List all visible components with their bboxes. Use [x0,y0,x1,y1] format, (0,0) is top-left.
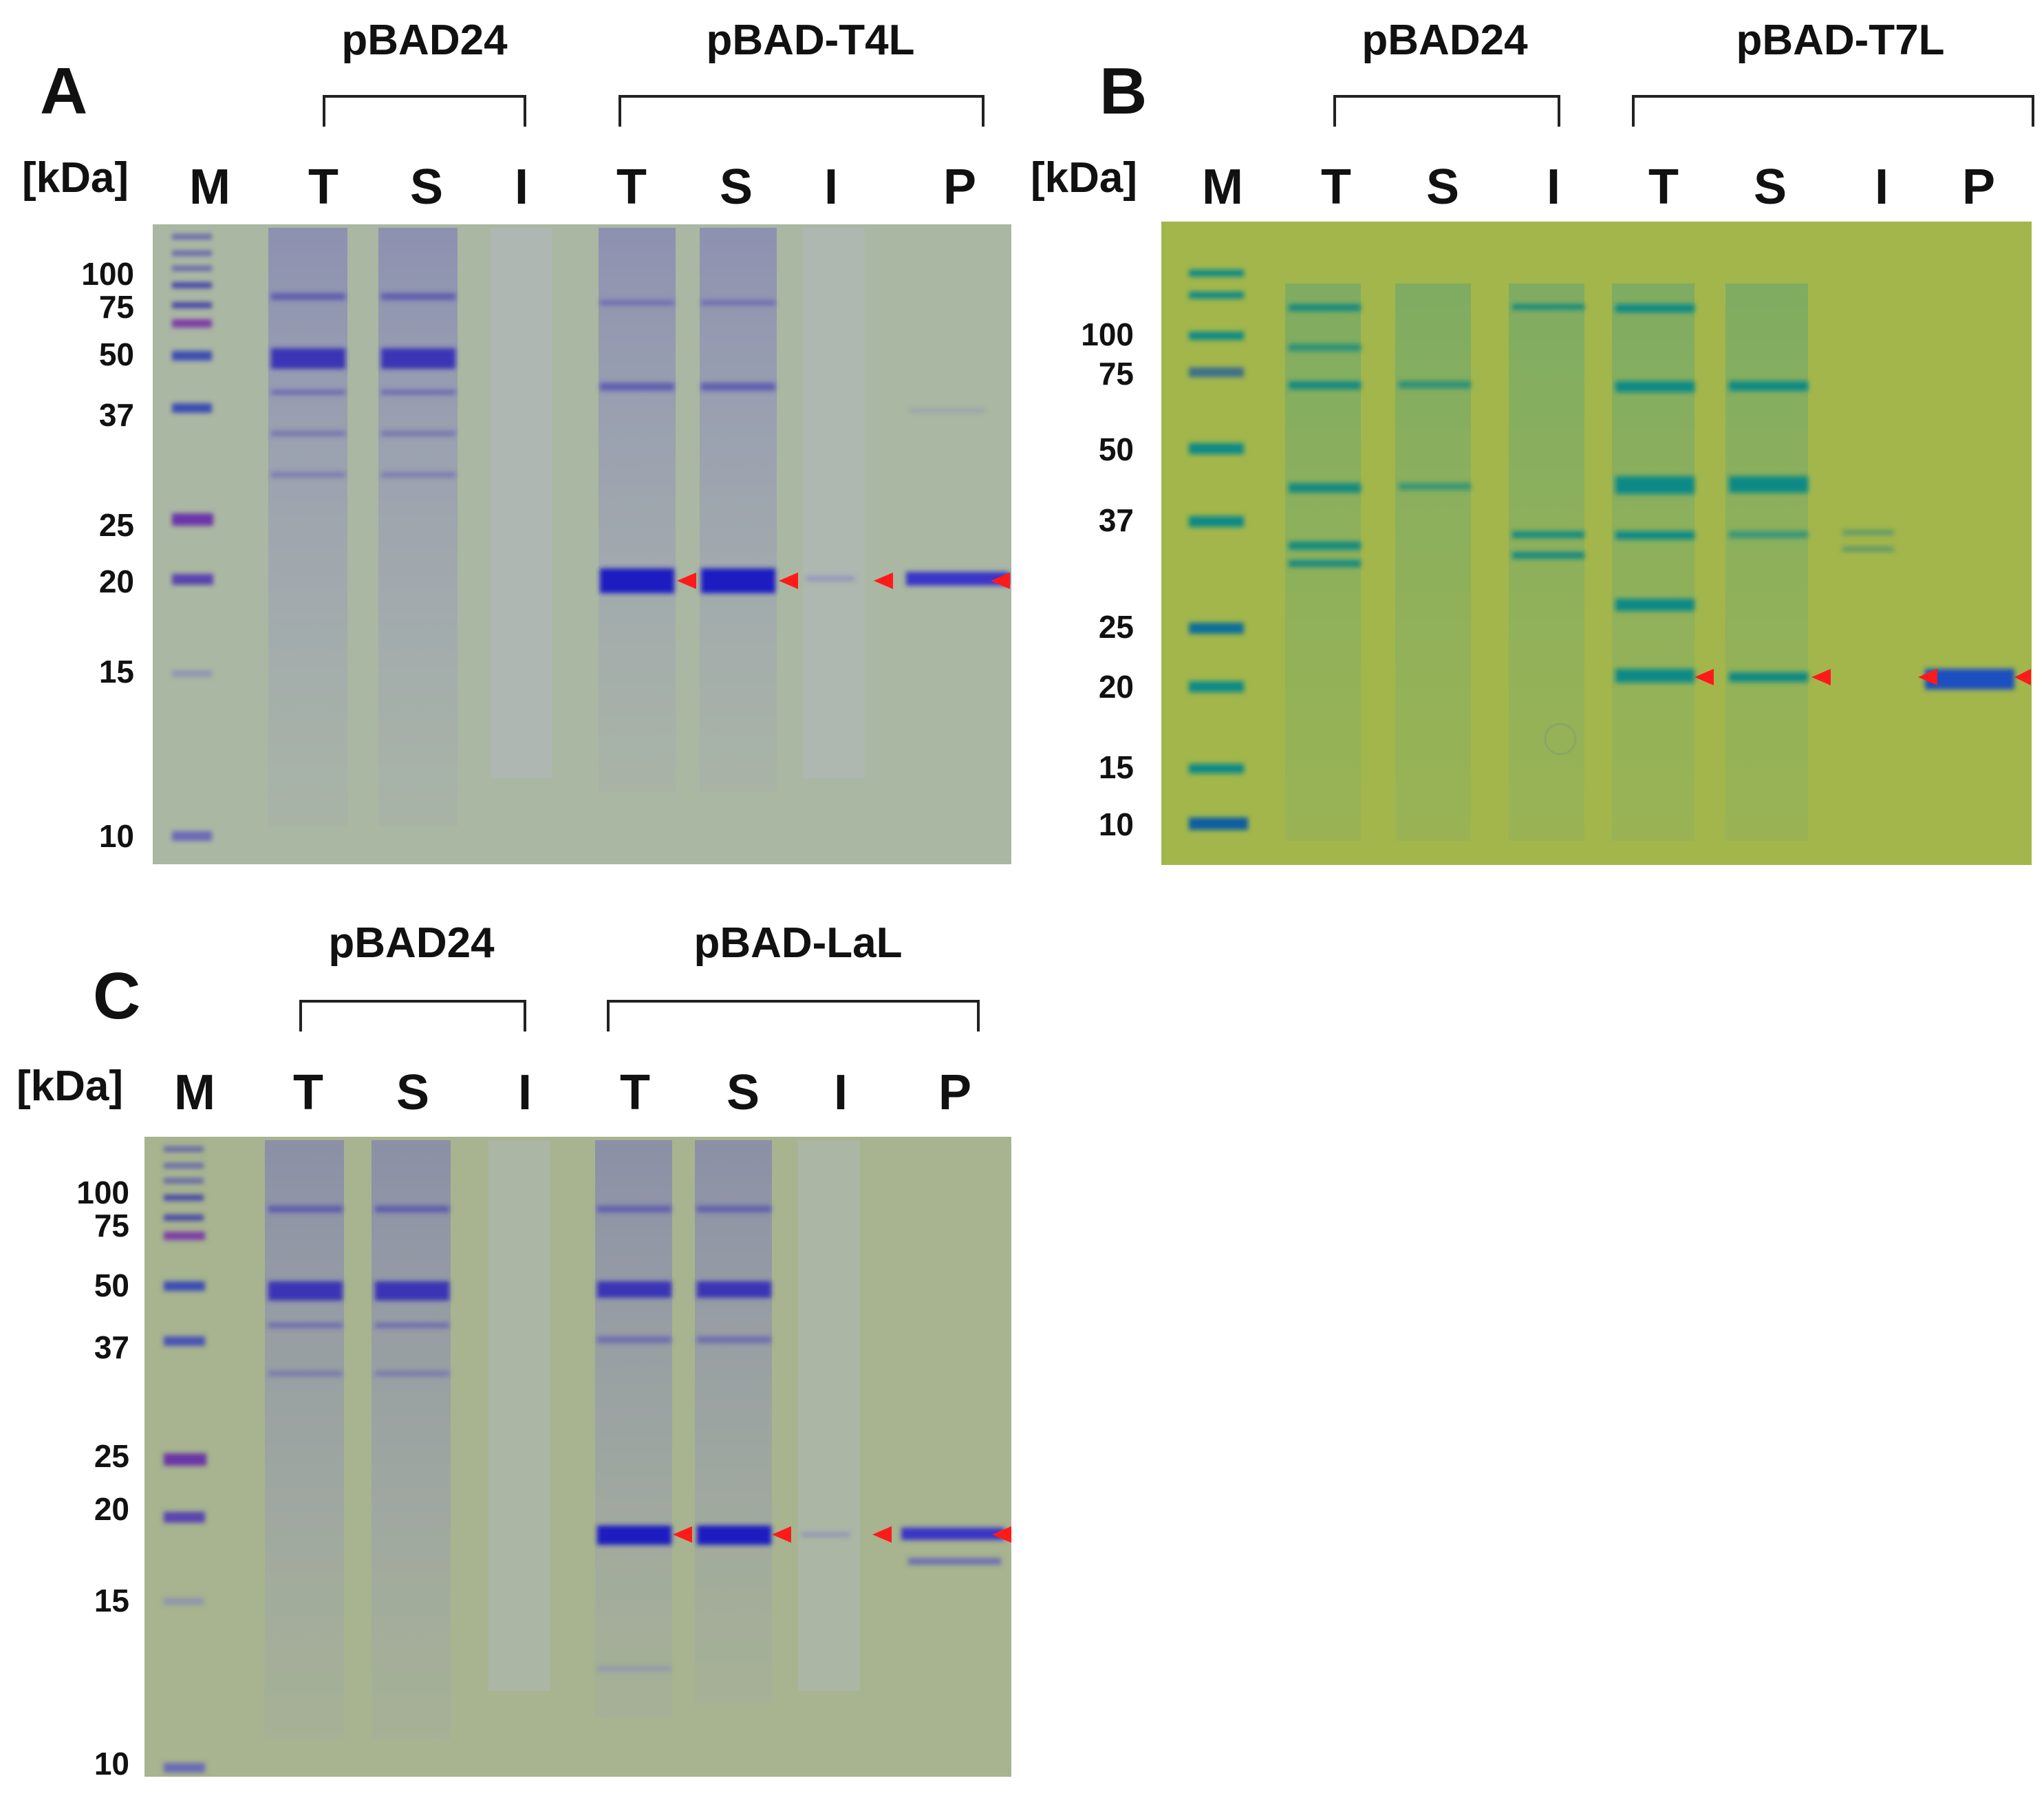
lane-label-total: T [620,1065,650,1120]
lane-label-total: T [616,160,647,215]
lane-label-total: T [308,160,338,215]
mw-marker-label: 75 [98,289,134,325]
group-label-construct: pBAD-T4L [706,17,915,64]
group-label-construct: pBAD-T7L [1736,17,1945,64]
lane-label-marker: M [189,160,230,215]
mw-marker-label: 100 [76,1175,129,1210]
mw-marker-label: 25 [1098,609,1134,645]
mw-marker-label: 100 [81,256,134,292]
group-bracket-construct [607,1000,980,1031]
group-bracket-control [299,1000,526,1031]
lane-label-soluble: S [726,1065,760,1120]
lane-label-marker: M [174,1065,215,1120]
lane-label-insoluble: I [1546,160,1561,215]
kda-unit-label: [kDa] [17,1062,124,1110]
group-bracket-control [1333,95,1560,127]
lane-label-purified: P [938,1065,972,1120]
mw-marker-label: 15 [98,654,134,689]
mw-marker-label: 100 [1081,317,1134,352]
lane-label-soluble: S [1753,160,1787,215]
lane-label-total: T [1648,160,1679,215]
lane-label-total: T [293,1065,323,1120]
mw-marker-label: 10 [1098,806,1134,842]
mw-marker-label: 37 [94,1329,129,1365]
lane-label-insoluble: I [1874,160,1889,215]
group-bracket-construct [618,95,985,127]
group-label-control: pBAD24 [328,919,495,967]
lane-label-purified: P [943,160,977,215]
lane-label-soluble: S [1426,160,1460,215]
gel-image [153,224,1011,864]
group-label-control: pBAD24 [341,17,508,64]
lane-label-insoluble: I [824,160,839,215]
lane-label-purified: P [1961,160,1996,215]
lane-label-soluble: S [719,160,753,215]
mw-marker-label: 15 [94,1583,129,1618]
mw-marker-label: 10 [98,818,134,854]
mw-marker-label: 10 [94,1746,129,1782]
gel-image [144,1137,1011,1777]
mw-marker-label: 75 [94,1208,129,1243]
group-bracket-control [323,95,526,127]
mw-marker-label: 50 [1098,431,1134,467]
mw-marker-label: 75 [1098,356,1134,392]
kda-unit-label: [kDa] [1031,154,1138,202]
mw-marker-label: 37 [98,397,134,433]
group-bracket-construct [1632,95,2034,127]
lane-label-total: T [1321,160,1351,215]
panel-label: C [93,959,141,1033]
mw-marker-label: 50 [98,336,134,372]
mw-marker-label: 37 [1098,502,1134,538]
panel-b: B pBAD24 pBAD-T7L [kDa] M T S I T S I P … [1018,0,2044,874]
mw-marker-label: 20 [94,1491,129,1527]
lane-label-insoluble: I [517,1065,532,1120]
mw-marker-label: 25 [94,1438,129,1474]
mw-marker-label: 25 [98,507,134,543]
mw-marker-label: 50 [94,1268,129,1303]
kda-unit-label: [kDa] [22,154,129,202]
mw-marker-label: 20 [1098,669,1134,705]
lane-label-marker: M [1202,160,1243,215]
panel-label: A [40,54,88,128]
panel-c: C pBAD24 pBAD-LaL [kDa] M T S I T S I P … [0,888,1018,1807]
lane-label-insoluble: I [833,1065,848,1120]
group-label-construct: pBAD-LaL [693,919,903,967]
panel-a: A pBAD24 pBAD-T4L [kDa] M T S I T S I P … [0,0,1018,874]
lane-label-insoluble: I [514,160,529,215]
group-label-control: pBAD24 [1362,17,1528,64]
lane-label-soluble: S [396,1065,430,1120]
gel-image [1161,222,2032,865]
mw-marker-label: 15 [1098,749,1134,785]
panel-label: B [1099,54,1148,128]
lane-label-soluble: S [409,160,444,215]
mw-marker-label: 20 [98,564,134,599]
